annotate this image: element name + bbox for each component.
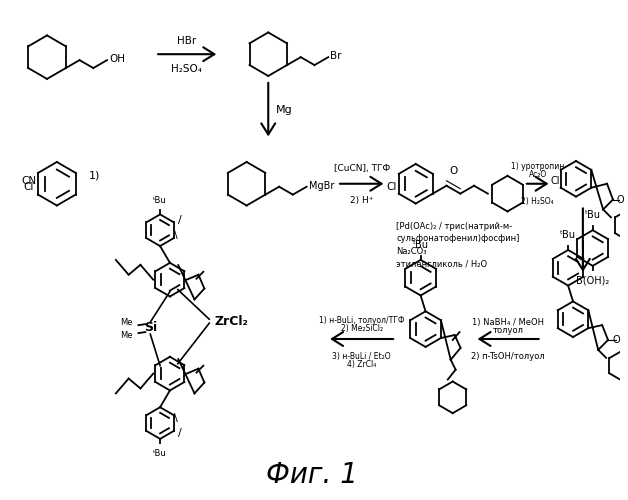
Text: Si: Si [144,320,157,334]
Text: O: O [449,166,458,176]
Text: 1): 1) [89,171,100,181]
Text: ᵗBu: ᵗBu [585,210,601,220]
Text: 1) NaBH₄ / MeOH: 1) NaBH₄ / MeOH [472,318,544,327]
Text: Cl: Cl [550,176,560,186]
Text: OH: OH [109,54,125,64]
Text: O: O [617,194,624,204]
Text: [Pd(OAc)₂ / трис(натрий-м-
сульфонатофенил)фосфин]
Na₂CO₃
этиленгликоль / H₂O: [Pd(OAc)₂ / трис(натрий-м- сульфонатофен… [396,222,519,268]
Text: Cl: Cl [386,182,397,192]
Text: MgBr: MgBr [308,180,334,190]
Text: толуол: толуол [492,326,524,335]
Text: H₂SO₄: H₂SO₄ [171,64,202,74]
Text: \: \ [174,413,178,423]
Text: B(OH)₂: B(OH)₂ [576,276,609,285]
Text: Фиг. 1: Фиг. 1 [266,462,357,489]
Text: ᵗBu: ᵗBu [560,230,576,240]
Text: Me: Me [120,318,133,326]
Text: CN: CN [21,176,36,186]
Text: /: / [178,428,181,438]
Text: 1) уротропин: 1) уротропин [511,162,565,171]
Text: ᵗBu: ᵗBu [153,196,167,204]
Text: Ac₂O: Ac₂O [529,170,547,179]
Text: Cl: Cl [24,182,34,192]
Text: 2) п-TsOH/толуол: 2) п-TsOH/толуол [471,352,545,361]
Text: 2) H⁺: 2) H⁺ [350,196,374,204]
Text: Br: Br [330,51,342,61]
Text: 2) H₂SO₄: 2) H₂SO₄ [521,196,554,205]
Text: /: / [178,216,181,226]
Text: ZrCl₂: ZrCl₂ [214,314,248,328]
Text: HBr: HBr [177,36,197,46]
Text: Mg: Mg [276,104,293,115]
Text: 1) н-BuLi, толуол/ТГФ: 1) н-BuLi, толуол/ТГФ [319,316,404,325]
Text: 4) ZrCl₄: 4) ZrCl₄ [347,360,376,369]
Text: \: \ [174,230,178,240]
Text: ᵗBu: ᵗBu [153,449,167,458]
Text: 3) н-BuLi / Et₂O: 3) н-BuLi / Et₂O [332,352,391,361]
Text: Me: Me [120,330,133,340]
Text: [CuCN], ТГФ: [CuCN], ТГФ [333,164,390,173]
Text: ᵗBu: ᵗBu [413,240,429,250]
Text: 2) Me₂SiCl₂: 2) Me₂SiCl₂ [340,324,382,333]
Text: O: O [613,335,620,345]
